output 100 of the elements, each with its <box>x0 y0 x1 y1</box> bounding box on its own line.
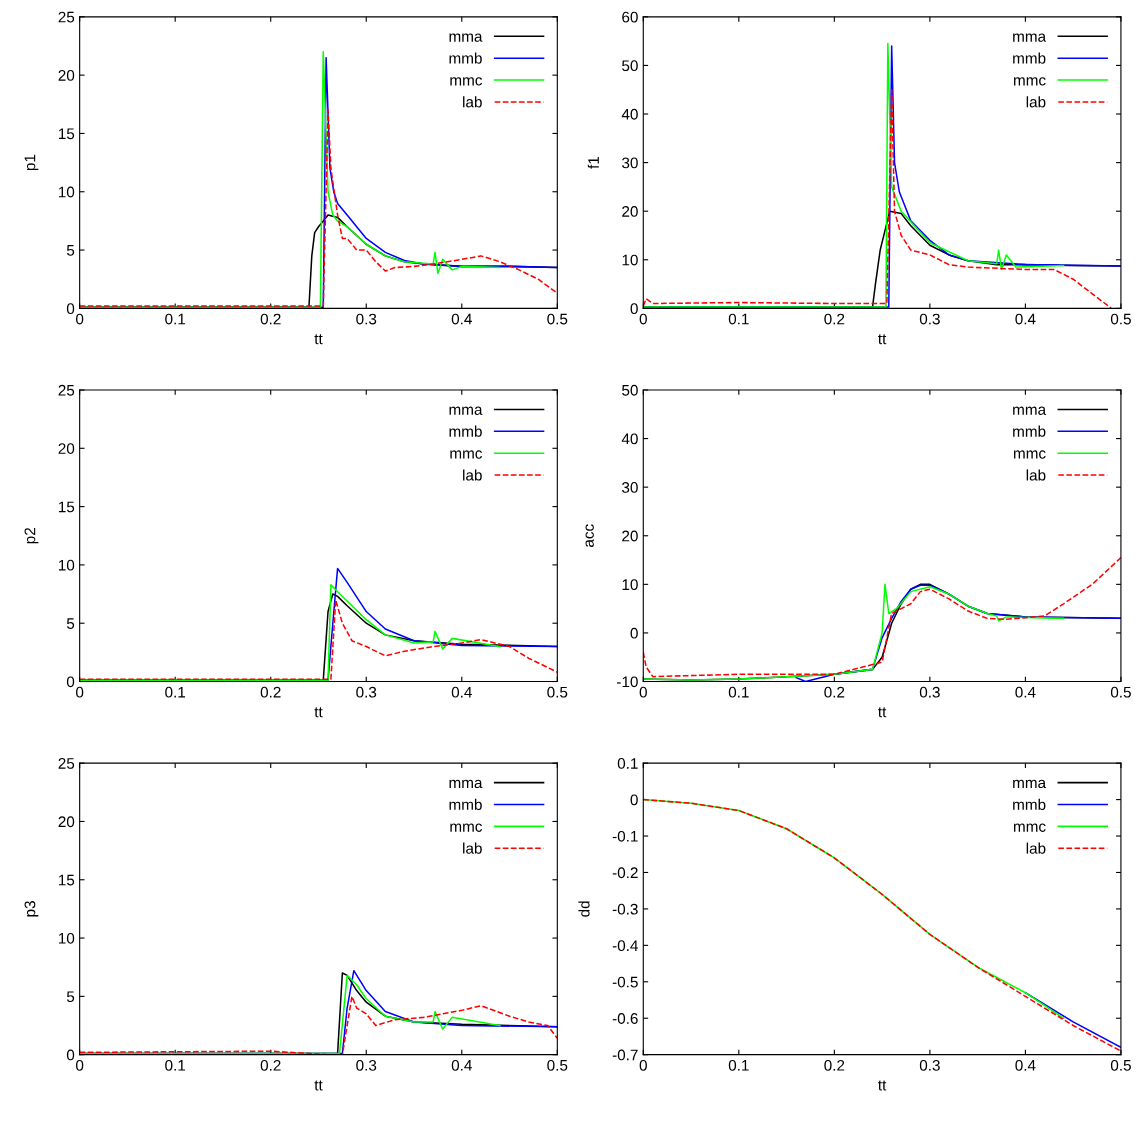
x-tick-label: 0 <box>76 686 84 698</box>
y-tick-label: 60 <box>622 11 638 23</box>
x-tick-label: 0.3 <box>356 1059 377 1071</box>
y-tick-label: 30 <box>622 482 638 493</box>
x-tick-label: 0.1 <box>165 313 186 325</box>
legend-label: mmb <box>1013 798 1046 810</box>
x-tick-label: 0.5 <box>547 686 568 698</box>
legend-label: mmb <box>449 52 482 64</box>
y-tick-label: 25 <box>58 384 75 396</box>
x-tick-label: 0.3 <box>356 313 377 325</box>
y-tick-label: -0.6 <box>612 1013 638 1024</box>
x-tick-label: 0 <box>639 686 647 698</box>
x-axis-title: tt <box>878 334 887 345</box>
legend-label: lab <box>1026 469 1046 481</box>
y-tick-label: -0.1 <box>612 830 638 842</box>
y-tick-label: -0.2 <box>612 867 638 879</box>
y-tick-label: 40 <box>621 433 638 445</box>
y-axis-title: f1 <box>587 156 599 169</box>
y-tick-label: 20 <box>622 530 638 542</box>
y-tick-label: 5 <box>66 618 75 629</box>
x-tick-label: 0.2 <box>260 1059 281 1071</box>
y-tick-label: 20 <box>58 816 75 828</box>
x-tick-label: 0.2 <box>824 1059 845 1071</box>
legend-label: mma <box>1013 406 1047 415</box>
x-tick-label: 0 <box>76 1059 84 1071</box>
y-tick-label: 0 <box>630 303 638 315</box>
legend-label: mmc <box>450 823 483 832</box>
legend-label: mma <box>449 406 483 415</box>
legend-label: lab <box>463 96 482 108</box>
y-axis-title: p2 <box>24 528 39 544</box>
legend-label: lab <box>463 469 482 481</box>
y-tick-label: 0 <box>630 627 638 639</box>
legend-label: mmc <box>450 77 483 86</box>
x-axis-title: tt <box>314 1080 323 1091</box>
y-tick-label: 0.1 <box>617 758 638 769</box>
x-tick-label: 0.5 <box>1110 686 1131 698</box>
x-tick-label: 0.5 <box>1110 313 1131 325</box>
x-tick-label: 0.1 <box>165 686 186 698</box>
y-tick-label: 15 <box>58 501 75 513</box>
y-tick-label: 10 <box>622 579 638 591</box>
y-tick-label: 20 <box>622 206 638 217</box>
x-tick-label: 0 <box>639 1059 647 1071</box>
x-tick-label: 0 <box>639 313 647 325</box>
y-tick-label: 5 <box>66 245 75 256</box>
y-tick-label: 10 <box>622 254 638 266</box>
y-tick-label: -0.5 <box>612 976 638 988</box>
legend-label: lab <box>463 842 482 854</box>
x-tick-label: 0.1 <box>728 313 749 325</box>
legend-label: mmb <box>1013 425 1046 437</box>
x-tick-label: 0.1 <box>165 1059 186 1071</box>
x-tick-label: 0.4 <box>451 686 472 698</box>
x-tick-label: 0.3 <box>356 686 377 698</box>
y-tick-label: 10 <box>58 932 75 944</box>
x-tick-label: 0.4 <box>451 313 472 325</box>
x-tick-label: 0.4 <box>1015 1059 1036 1071</box>
x-tick-label: 0.5 <box>1110 1059 1131 1071</box>
x-tick-label: 0.3 <box>919 313 940 325</box>
x-axis-title: tt <box>878 1080 887 1091</box>
y-tick-label: 10 <box>58 186 75 198</box>
y-tick-label: 15 <box>58 128 75 140</box>
y-tick-label: 40 <box>621 108 638 120</box>
legend-label: mmc <box>1013 823 1046 832</box>
y-tick-label: -0.4 <box>612 940 638 952</box>
y-tick-label: 0 <box>66 1049 75 1061</box>
legend-label: lab <box>1026 842 1046 854</box>
legend-label: mma <box>449 33 483 42</box>
y-tick-label: 0 <box>66 303 75 315</box>
legend-label: mma <box>449 779 483 789</box>
y-axis-title: p3 <box>24 901 39 917</box>
x-tick-label: 0.1 <box>728 686 749 698</box>
x-axis-title: tt <box>314 707 323 718</box>
x-tick-label: 0.5 <box>547 1059 568 1071</box>
x-tick-label: 0.2 <box>824 313 845 325</box>
legend-label: mma <box>1013 33 1047 42</box>
x-tick-label: 0 <box>76 313 84 325</box>
legend-label: mmb <box>449 425 482 437</box>
y-tick-label: -10 <box>617 676 638 688</box>
legend-label: mmb <box>449 798 482 810</box>
y-axis-title: dd <box>578 901 590 917</box>
x-axis-title: tt <box>314 334 323 345</box>
x-tick-label: 0.4 <box>451 1059 472 1071</box>
y-axis-title: acc <box>585 524 594 547</box>
legend-label: lab <box>1026 96 1046 108</box>
x-tick-label: 0.2 <box>260 313 281 325</box>
x-tick-label: 0.2 <box>824 686 845 698</box>
y-tick-label: 50 <box>622 384 638 396</box>
y-tick-label: 15 <box>58 874 75 886</box>
x-tick-label: 0.1 <box>728 1059 749 1071</box>
x-tick-label: 0.5 <box>547 313 568 325</box>
y-tick-label: -0.3 <box>612 903 638 915</box>
y-tick-label: 20 <box>58 443 75 454</box>
y-axis-title: p1 <box>24 154 39 171</box>
legend-label: mmc <box>450 450 483 459</box>
y-tick-label: 30 <box>622 157 638 169</box>
y-tick-label: 50 <box>622 60 638 72</box>
x-tick-label: 0.4 <box>1015 313 1036 325</box>
legend-label: mmc <box>1013 77 1046 86</box>
y-tick-label: 25 <box>58 11 75 23</box>
y-tick-label: 0 <box>66 676 75 688</box>
x-tick-label: 0.3 <box>919 1059 940 1071</box>
